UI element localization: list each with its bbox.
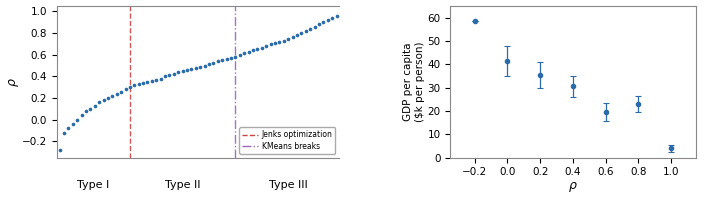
Point (305, 27, 316, 30)
Point (124, 86, 136, 89)
Point (80, 109, 92, 113)
Point (155, 77, 166, 80)
Point (173, 70, 184, 74)
Point (287, 36, 298, 39)
Point (181, 68, 192, 72)
Point (291, 34, 302, 37)
Point (261, 44, 272, 48)
Point (208, 62, 219, 65)
Point (89, 104, 100, 107)
Point (295, 32, 307, 35)
Y-axis label: ρ: ρ (6, 78, 19, 86)
Point (58, 131, 70, 134)
Point (234, 53, 246, 56)
Y-axis label: GDP per capita
($k per person): GDP per capita ($k per person) (403, 42, 425, 122)
Point (212, 60, 224, 63)
Legend: Jenks optimization, KMeans breaks: Jenks optimization, KMeans breaks (239, 127, 335, 154)
Point (327, 16, 338, 20)
Text: Type II: Type II (165, 180, 200, 190)
Point (151, 78, 162, 81)
Point (269, 41, 280, 44)
Point (133, 82, 144, 86)
Point (76, 114, 87, 117)
Point (186, 67, 197, 70)
Point (146, 79, 158, 82)
Point (300, 29, 312, 33)
Point (102, 96, 114, 100)
Point (331, 14, 342, 17)
Point (203, 63, 214, 66)
Point (94, 101, 105, 104)
Point (225, 56, 236, 60)
Point (199, 64, 210, 67)
Text: Type I: Type I (77, 180, 109, 190)
Point (159, 75, 170, 78)
Point (106, 94, 118, 98)
Point (164, 74, 175, 77)
Point (273, 40, 285, 43)
Point (142, 80, 153, 83)
Point (67, 122, 78, 126)
Point (98, 99, 109, 102)
Point (256, 47, 268, 50)
Point (265, 42, 276, 46)
Point (239, 51, 250, 54)
Point (283, 37, 294, 40)
Point (252, 48, 263, 51)
Point (322, 19, 334, 22)
X-axis label: ρ: ρ (569, 179, 577, 192)
Point (317, 21, 329, 24)
Point (195, 65, 206, 68)
Point (217, 59, 228, 62)
Point (111, 92, 122, 95)
Point (129, 83, 140, 87)
Point (120, 88, 131, 91)
Point (221, 57, 232, 61)
Point (84, 107, 96, 110)
Text: Type III: Type III (269, 180, 308, 190)
Point (138, 81, 149, 84)
Point (190, 66, 202, 69)
Point (230, 55, 241, 59)
Point (309, 25, 320, 28)
Point (313, 23, 324, 26)
Point (243, 50, 254, 53)
Point (278, 39, 290, 42)
Point (72, 118, 83, 121)
Point (54, 148, 65, 152)
Point (177, 69, 188, 73)
Point (168, 73, 180, 76)
Point (247, 49, 258, 52)
Point (116, 90, 127, 93)
Point (62, 127, 74, 130)
